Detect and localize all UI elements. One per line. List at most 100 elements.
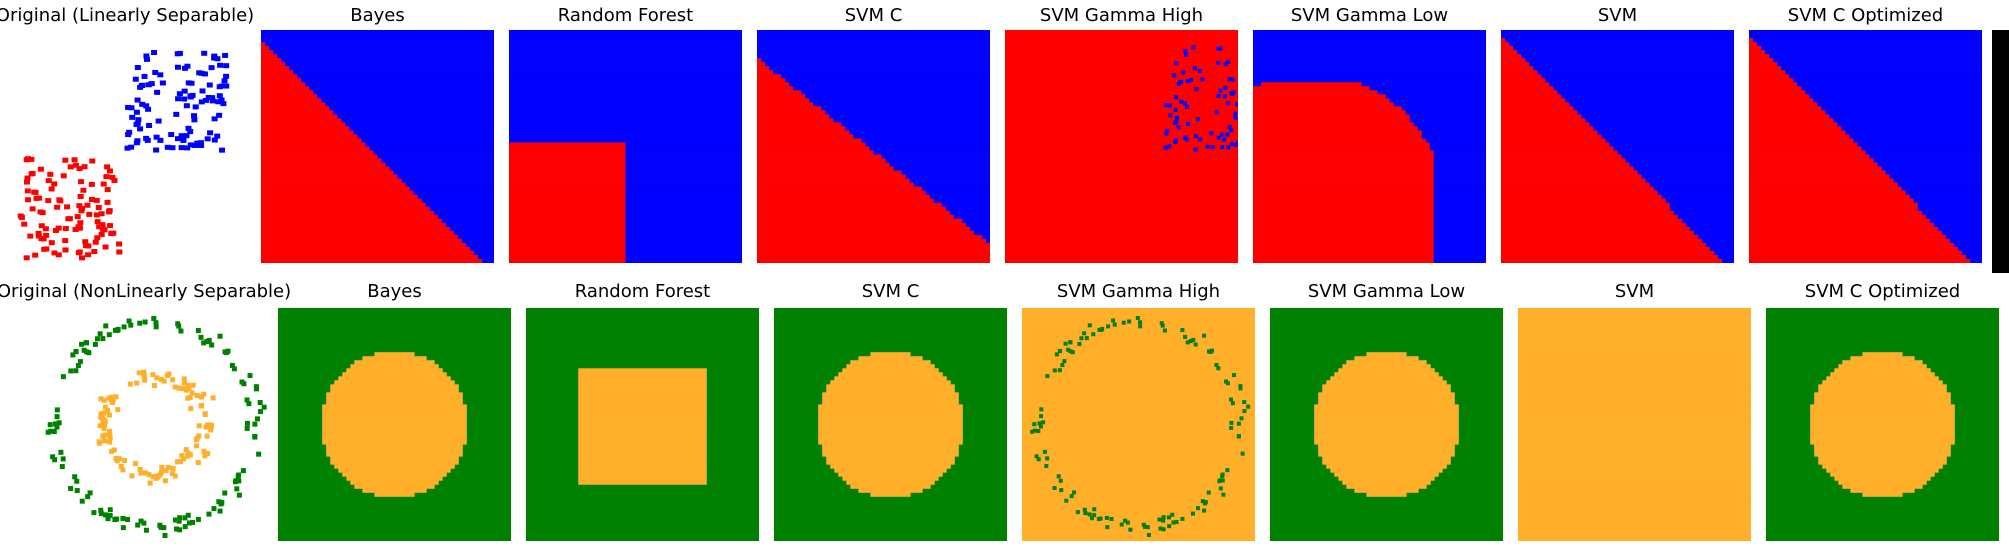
region-red <box>1501 118 1586 123</box>
data-point-red <box>72 162 79 168</box>
region-red <box>1749 186 1902 191</box>
region-blue <box>1425 138 1486 143</box>
data-point-green <box>72 474 78 480</box>
region-red <box>1501 170 1638 175</box>
region-orange <box>1830 472 1936 478</box>
data-point-orange <box>113 456 119 462</box>
region-green <box>1270 400 1319 405</box>
data-point-orange <box>141 374 147 380</box>
data-point-green <box>176 323 182 329</box>
region-blue <box>1965 254 1982 260</box>
region-red <box>1749 170 1886 175</box>
region-blue <box>1653 186 1734 191</box>
data-point-green <box>261 404 267 410</box>
region-green-spot <box>1039 407 1044 412</box>
region-orange <box>1518 512 1751 518</box>
region-blue <box>953 214 990 220</box>
data-point-red <box>40 236 47 242</box>
region-red <box>1253 242 1435 248</box>
region-blue <box>1433 230 1486 236</box>
region-red <box>1501 198 1667 204</box>
region-red <box>261 158 382 163</box>
region-blue-spot <box>1216 135 1221 140</box>
region-green <box>1270 332 1503 337</box>
region-green <box>526 532 759 538</box>
region-green <box>1270 476 1339 482</box>
data-point-red <box>28 156 35 162</box>
data-point-red <box>35 230 42 236</box>
region-green-spot <box>1068 349 1073 354</box>
region-blue <box>1685 222 1734 228</box>
region-blue <box>441 218 494 224</box>
data-point-orange <box>105 407 111 413</box>
region-green <box>1270 484 1347 490</box>
region-green <box>526 376 579 381</box>
region-green-spot <box>1125 520 1130 525</box>
region-blue <box>1701 238 1734 244</box>
region-green <box>774 496 1007 502</box>
region-green <box>526 340 759 345</box>
region-orange <box>1518 468 1751 474</box>
region-green <box>774 308 1007 313</box>
region-red <box>1253 190 1435 196</box>
region-orange <box>578 408 708 413</box>
region-blue <box>437 214 494 220</box>
region-red <box>1501 254 1719 260</box>
data-point-green <box>224 349 230 355</box>
region-red <box>1253 114 1410 119</box>
region-red <box>1501 50 1518 55</box>
region-green-spot <box>1239 416 1244 421</box>
decision-region-nonlinear <box>1022 308 1255 541</box>
region-green <box>1766 376 1827 381</box>
data-point-green <box>177 527 183 533</box>
region-orange <box>1850 488 1915 494</box>
region-red <box>509 254 626 260</box>
region-blue <box>1617 150 1734 155</box>
region-green <box>1766 316 1999 321</box>
data-point-green <box>106 332 112 338</box>
data-point-blue <box>180 137 187 143</box>
region-red <box>261 202 427 208</box>
region-blue <box>1953 242 1982 248</box>
region-blue <box>625 222 742 228</box>
region-orange <box>578 448 708 453</box>
region-green <box>526 344 759 349</box>
region-green <box>466 420 511 425</box>
data-point-green <box>52 457 58 463</box>
region-red <box>1253 198 1435 204</box>
region-red <box>509 158 626 163</box>
data-point-blue <box>209 98 216 104</box>
region-orange <box>322 416 468 421</box>
region-orange <box>1518 456 1751 461</box>
region-green <box>1766 432 1811 437</box>
region-red <box>261 234 459 240</box>
region-green <box>278 408 323 413</box>
region-green <box>1766 476 1835 482</box>
region-red <box>1253 158 1435 163</box>
region-green <box>278 320 511 325</box>
region-red <box>1253 138 1427 143</box>
data-point-red <box>47 171 54 177</box>
data-point-orange <box>180 386 186 392</box>
region-blue <box>1253 66 1486 71</box>
region-blue <box>1693 230 1734 236</box>
region-green <box>962 408 1007 413</box>
region-green <box>278 528 511 534</box>
region-green-spot <box>1221 492 1226 497</box>
region-blue <box>1789 74 1982 79</box>
region-green <box>774 408 819 413</box>
region-blue <box>1721 258 1734 263</box>
region-orange <box>822 452 960 457</box>
region-green-spot <box>1171 520 1176 525</box>
region-green-spot <box>1087 512 1092 517</box>
region-blue <box>1369 86 1486 91</box>
region-green <box>774 320 1007 325</box>
data-point-orange <box>102 423 108 429</box>
region-blue <box>1433 250 1486 256</box>
data-point-blue <box>154 89 161 95</box>
region-orange <box>1518 328 1751 333</box>
region-green <box>278 448 327 453</box>
region-orange <box>330 456 460 461</box>
region-orange <box>1518 316 1751 321</box>
data-point-blue <box>134 65 141 71</box>
